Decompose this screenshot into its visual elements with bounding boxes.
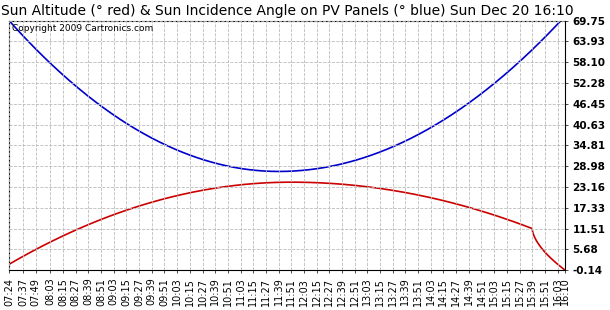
Title: Sun Altitude (° red) & Sun Incidence Angle on PV Panels (° blue) Sun Dec 20 16:1: Sun Altitude (° red) & Sun Incidence Ang… — [1, 4, 573, 18]
Text: Copyright 2009 Cartronics.com: Copyright 2009 Cartronics.com — [12, 24, 153, 33]
